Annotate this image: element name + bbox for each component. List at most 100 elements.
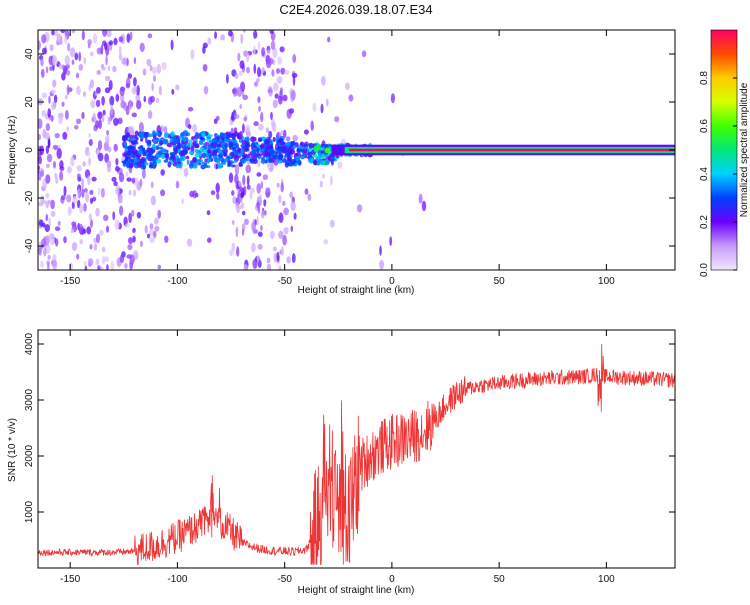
spectrogram-cell — [267, 162, 271, 170]
spectrogram-cell — [244, 153, 248, 157]
spectrogram-cell — [157, 150, 163, 156]
spectrogram-cell — [389, 236, 393, 247]
spectrogram-cell — [289, 148, 296, 155]
spectrogram-cell — [112, 211, 116, 221]
spectrogram-cell — [67, 206, 72, 217]
spectrogram-cell — [133, 57, 137, 65]
spectrogram-cell — [41, 92, 48, 99]
spectrogram-cell — [215, 115, 220, 121]
spectrogram-cell — [134, 150, 139, 157]
spectrogram-cell — [194, 149, 200, 154]
spectrogram-cell — [170, 137, 174, 143]
spectrogram-cell — [207, 134, 213, 138]
spectrogram-cell — [113, 181, 118, 187]
spectrogram-cell — [76, 165, 82, 172]
spectrogram-cell — [258, 194, 262, 201]
spectrogram-cell — [232, 136, 236, 140]
spectrogram-cell — [65, 109, 69, 120]
spectrogram-cell — [79, 223, 83, 234]
spectrogram-cell — [106, 264, 109, 270]
spectrogram-y-tick-label: 40 — [24, 48, 35, 60]
spectrogram-cell — [79, 204, 83, 214]
spectrogram-cell — [147, 154, 152, 159]
spectrogram-cell — [230, 132, 236, 137]
spectrogram-cell — [119, 86, 125, 97]
spectrogram-cell — [125, 171, 129, 177]
spectrogram-cell — [127, 145, 133, 150]
spectrogram-cell — [84, 188, 88, 193]
spectrogram-cell — [240, 187, 245, 198]
spectrogram-cell — [125, 161, 130, 168]
spectrogram-cell — [46, 153, 53, 163]
spectrogram-cell — [76, 173, 81, 179]
spectrogram-cell — [52, 254, 57, 262]
spectrogram-cell — [49, 66, 53, 71]
spectrogram-cell — [141, 168, 146, 179]
spectrogram-cell — [71, 59, 75, 65]
spectrogram-cell — [231, 242, 235, 252]
spectrogram-cell — [100, 44, 104, 55]
spectrogram-cell — [123, 142, 127, 146]
spectrogram-cell — [120, 94, 125, 103]
spectrogram-cell — [67, 42, 71, 52]
spectrogram-cell — [108, 40, 114, 46]
spectrogram-cell — [327, 156, 332, 161]
spectrogram-cell — [151, 82, 154, 92]
spectrogram-cell — [47, 262, 50, 270]
spectrogram-cell — [262, 174, 268, 181]
spectrogram-cell — [58, 115, 63, 125]
spectrogram-cell — [324, 147, 331, 154]
spectrogram-cell — [228, 172, 234, 183]
spectrogram-cell — [52, 55, 58, 66]
spectrogram-cell — [245, 164, 251, 174]
spectrogram-cell — [246, 184, 251, 190]
spectrogram-cell — [226, 73, 229, 84]
spectrogram-cell — [133, 77, 137, 87]
colorbar-tick-label: 0.8 — [699, 71, 710, 85]
spectrogram-cell — [158, 139, 164, 146]
spectrogram-cell — [126, 177, 132, 182]
spectrogram-cell — [118, 172, 125, 183]
spectrogram-cell — [121, 57, 127, 65]
spectrogram-cell — [84, 265, 88, 270]
spectrogram-cell — [45, 123, 51, 132]
spectrogram-cell — [312, 102, 317, 112]
spectrogram-cell — [66, 126, 69, 132]
spectrogram-cell — [291, 146, 296, 150]
spectrogram-cell — [125, 105, 130, 116]
spectrogram-cell — [63, 236, 67, 244]
snr-content — [38, 343, 675, 565]
spectrogram-cell — [390, 93, 395, 104]
spectrogram-x-tick-label: -50 — [277, 276, 292, 287]
spectrogram-cell — [155, 145, 160, 151]
spectrogram-cell — [269, 230, 275, 239]
spectrogram-cell — [51, 30, 55, 36]
spectrogram-cell — [104, 87, 111, 94]
spectrogram-cell — [187, 106, 194, 112]
spectrogram-cell — [272, 99, 278, 109]
spectrogram-cell — [257, 66, 261, 78]
spectrogram-cell — [224, 158, 229, 162]
spectrogram-cell — [379, 245, 382, 256]
colorbar: 0.0 0.2 0.4 0.6 0.8 Normalized spectral ampl… — [699, 29, 750, 277]
spectrogram-cell — [77, 188, 81, 199]
spectrogram-cell — [107, 116, 111, 126]
spectrogram-cell — [185, 155, 190, 160]
spectrogram-cell — [203, 164, 208, 168]
spectrogram-cell — [167, 161, 172, 168]
spectrogram-cell — [95, 99, 101, 108]
spectrogram-cell — [266, 257, 271, 264]
snr-x-tick-label: 100 — [598, 574, 615, 585]
spectrogram-cell — [76, 72, 79, 79]
spectrogram-cell — [104, 75, 111, 81]
spectrogram-cell — [281, 158, 287, 163]
spectrogram-cell — [160, 125, 164, 133]
spectrogram-content — [38, 30, 675, 270]
spectrogram-cell — [45, 192, 50, 199]
spectrogram-cell — [150, 95, 155, 103]
spectrogram-cell — [216, 192, 220, 200]
spectrogram-cell — [234, 173, 239, 184]
spectrogram-cell — [238, 139, 242, 143]
